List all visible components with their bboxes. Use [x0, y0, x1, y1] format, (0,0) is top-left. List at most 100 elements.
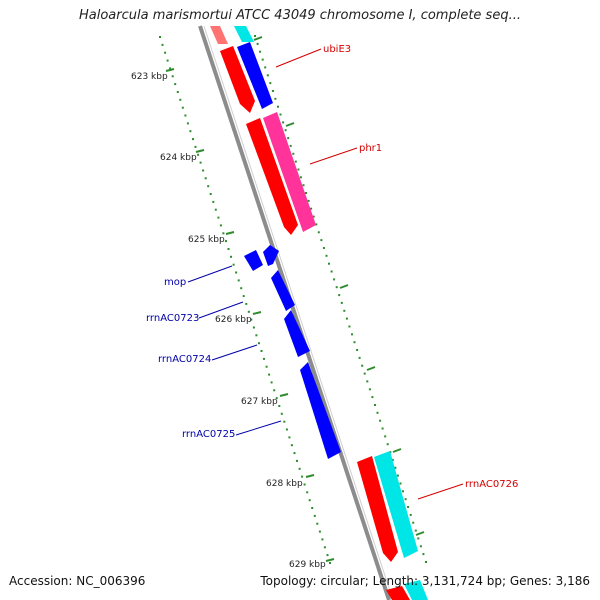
track-dot: [197, 153, 200, 156]
track-dot: [164, 51, 167, 54]
gene-partial-cyan-top: [234, 26, 254, 42]
gene-ubiE3: [237, 42, 273, 109]
track-dot: [381, 427, 384, 430]
track-dot: [227, 248, 230, 250]
track-dot: [219, 224, 222, 227]
track-dot: [358, 356, 361, 359]
track-dot: [348, 325, 351, 328]
gene-rrnAC0723: [271, 270, 295, 311]
gene-phr1: [263, 112, 316, 232]
track-dot: [166, 59, 169, 62]
track-dot: [361, 364, 364, 367]
track-dot: [313, 514, 316, 517]
gene-partial-cyan-bottom: [404, 580, 428, 600]
track-dot: [320, 239, 323, 242]
track-dot: [303, 483, 306, 486]
chromosome-backbone: [198, 25, 394, 600]
track-dot: [282, 121, 285, 124]
track-dot: [181, 106, 184, 109]
track-dot: [179, 98, 182, 101]
gene-mop: [244, 250, 263, 271]
track-dot: [270, 381, 273, 384]
tick-label-626: 626 kbp: [215, 315, 252, 325]
track-dot: [312, 215, 315, 218]
track-dot: [217, 216, 220, 219]
track-dot: [412, 521, 415, 524]
tick-label-627: 627 kbp: [241, 397, 278, 407]
map-title: Haloarcula marismortui ATCC 43049 chromo…: [79, 8, 521, 23]
track-dot: [269, 82, 272, 85]
track-dot: [290, 444, 293, 447]
gene-red-left-ubiE3: [220, 46, 255, 113]
accession-text: Accession: NC_006396: [9, 574, 146, 588]
track-dot: [305, 192, 307, 194]
track-dot: [322, 247, 325, 249]
tick-label-628: 628 kbp: [266, 479, 303, 489]
track-dot: [176, 91, 179, 93]
track-dot: [343, 309, 346, 312]
track-dot: [340, 301, 343, 304]
track-dot: [335, 286, 338, 289]
track-dot: [285, 428, 288, 431]
track-dot: [214, 208, 217, 211]
track-dot: [240, 287, 243, 290]
track-dot: [311, 507, 314, 509]
track-dot: [292, 152, 295, 155]
outer-dotted-track: [254, 35, 427, 563]
track-dot: [404, 498, 407, 501]
track-dot: [329, 562, 331, 564]
track-dot: [212, 200, 215, 203]
track-dot: [184, 114, 187, 117]
gene-blue-small: [263, 245, 279, 266]
track-dot: [422, 553, 425, 556]
tick-label-623: 623 kbp: [131, 72, 168, 82]
scale-ticks: 623 kbp 624 kbp 625 kbp 626 kbp 627 kbp …: [131, 68, 335, 570]
track-dot: [396, 474, 399, 477]
track-dot: [391, 458, 394, 461]
label-ubiE3: ubiE3: [323, 44, 351, 55]
track-dot: [266, 74, 269, 77]
track-dot: [159, 36, 161, 38]
track-dot: [333, 278, 336, 281]
track-dot: [384, 435, 387, 438]
track-dot: [425, 561, 427, 563]
tick-mark: [305, 474, 315, 478]
label-phr1: phr1: [359, 143, 382, 154]
track-dot: [386, 443, 389, 446]
track-dot: [338, 294, 341, 297]
track-dot: [194, 145, 197, 148]
track-dot: [414, 529, 417, 532]
track-dot: [419, 545, 422, 548]
track-dot: [296, 459, 298, 462]
tick-mark: [195, 149, 205, 153]
track-dot: [317, 231, 320, 234]
track-dot: [256, 42, 259, 45]
track-dot: [328, 262, 330, 265]
track-dot: [293, 452, 296, 455]
tick-mark: [165, 68, 175, 72]
track-dot: [171, 75, 174, 78]
track-dot: [299, 176, 302, 179]
track-dot: [325, 254, 328, 257]
track-dot: [371, 396, 374, 399]
track-dot: [356, 349, 359, 351]
track-dot: [363, 372, 366, 375]
tick-label-625: 625 kbp: [188, 235, 225, 245]
track-dot: [268, 373, 271, 376]
gene-partial-red-top: [210, 26, 228, 44]
track-dot: [409, 513, 412, 516]
track-dot: [407, 506, 410, 508]
track-dot: [273, 389, 276, 392]
track-dot: [161, 43, 164, 46]
track-dot: [209, 193, 212, 195]
track-dot: [399, 482, 402, 485]
track-dot: [265, 365, 268, 368]
track-dot: [366, 380, 369, 383]
track-dot: [242, 295, 245, 298]
track-dot: [330, 270, 333, 273]
label-leaders: [187, 48, 464, 500]
label-mop: mop: [164, 277, 186, 288]
track-dot: [308, 499, 311, 502]
track-dot: [278, 405, 281, 407]
track-dot: [284, 129, 287, 132]
